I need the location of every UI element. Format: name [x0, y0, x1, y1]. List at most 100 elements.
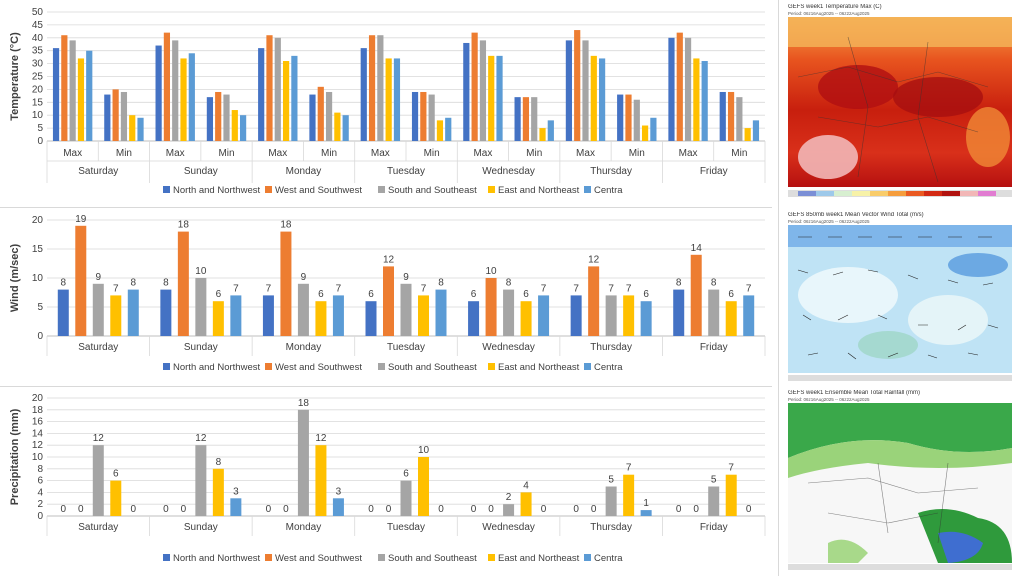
data-label: 7 [746, 283, 752, 294]
wind-map-image [788, 225, 1012, 381]
bar [57, 289, 69, 336]
data-label: 7 [421, 283, 427, 294]
data-label: 0 [746, 504, 752, 515]
x-category-label: Friday [700, 342, 728, 353]
y-tick-label: 50 [32, 7, 44, 18]
bar [325, 91, 333, 141]
x-category-label: Wednesday [482, 342, 535, 353]
data-label: 0 [488, 504, 494, 515]
data-label: 0 [386, 504, 392, 515]
bar [633, 99, 640, 141]
x-category-label: Sunday [184, 166, 218, 177]
bar [177, 231, 189, 336]
data-label: 6 [368, 289, 374, 300]
wind-map-panel: GEFS 850mb week1 Mean Vector Wind Total … [788, 212, 1012, 384]
rainfall-map-panel: GEFS week1 Ensemble Mean Total Rainfall … [788, 390, 1012, 572]
bar [436, 120, 444, 141]
data-label: 14 [691, 243, 703, 254]
bar [137, 117, 144, 141]
bar [206, 97, 213, 141]
data-label: 8 [61, 278, 67, 289]
data-label: 12 [93, 433, 105, 444]
data-label: 0 [693, 504, 699, 515]
bar [725, 474, 737, 516]
bar [538, 295, 550, 336]
legend-entry: South and Southeast [388, 553, 477, 564]
data-label: 2 [506, 492, 512, 503]
x-category-label: Monday [286, 166, 322, 177]
x-subcategory-label: Min [629, 148, 645, 159]
bar [736, 97, 743, 141]
legend-entry: South and Southeast [388, 362, 477, 373]
bar [668, 37, 675, 141]
bar [522, 97, 530, 141]
x-subcategory-label: Max [473, 148, 492, 159]
y-tick-label: 6 [37, 476, 43, 487]
bar [231, 110, 238, 141]
data-label: 3 [336, 486, 342, 497]
legend-swatch [378, 363, 385, 370]
data-label: 8 [676, 278, 682, 289]
bar [160, 289, 172, 336]
legend-swatch [378, 186, 385, 193]
bar [445, 117, 452, 141]
bar [297, 283, 309, 336]
data-label: 7 [626, 283, 632, 294]
x-category-label: Wednesday [482, 166, 535, 177]
data-label: 9 [96, 272, 102, 283]
data-label: 5 [608, 475, 614, 486]
bar [365, 301, 377, 336]
bar [342, 115, 349, 141]
bar [503, 289, 515, 336]
y-tick-label: 8 [37, 464, 43, 475]
bar [163, 32, 171, 141]
bar [623, 295, 635, 336]
bar [625, 94, 632, 141]
legend-swatch [488, 554, 495, 561]
y-axis-title: Precipitation (mm) [9, 408, 21, 505]
bar [605, 295, 617, 336]
data-label: 12 [383, 254, 395, 265]
x-category-label: Thursday [590, 522, 632, 533]
data-label: 0 [438, 504, 444, 515]
x-subcategory-label: Min [424, 148, 440, 159]
bar [110, 295, 122, 336]
bar [77, 58, 85, 141]
bar [92, 283, 104, 336]
bar [684, 37, 692, 141]
x-subcategory-label: Min [731, 148, 747, 159]
y-axis-title: Temperature (°C) [9, 32, 21, 121]
y-tick-label: 0 [37, 136, 43, 147]
bar [400, 480, 412, 516]
temperature-chart: 0 5 10 15 2025 30 35 40 45 50 Temperature (°C) Max M… [9, 7, 766, 196]
x-subcategory-label: Max [371, 148, 390, 159]
divider [0, 207, 772, 208]
bar [334, 112, 341, 141]
x-subcategory-label: Max [576, 148, 595, 159]
data-label: 4 [523, 480, 529, 491]
data-label: 10 [486, 266, 498, 277]
bar [332, 295, 344, 336]
legend-entry: West and Southwest [275, 553, 362, 564]
bar [212, 468, 224, 516]
wind-chart-panel: 0 5 10 15 20 Wind (m/sec) 8 19 9 7 8 Saturday 8 18 10 6… [0, 208, 772, 385]
bar [468, 301, 480, 336]
bar [514, 97, 521, 141]
bar [418, 457, 429, 516]
bar [86, 50, 93, 142]
y-tick-label: 4 [37, 487, 43, 498]
bar [574, 30, 581, 142]
map-period: Period: 06z16Aug2025 -- 06z22Aug2025 [788, 397, 870, 402]
bar [701, 61, 708, 141]
data-label: 10 [195, 266, 207, 277]
legend-entry: Centra [594, 362, 623, 373]
data-label: 18 [298, 398, 310, 409]
x-category-label: Saturday [78, 166, 118, 177]
data-label: 8 [438, 278, 444, 289]
data-label: 1 [643, 498, 649, 509]
bar [418, 295, 429, 336]
legend-swatch [163, 554, 170, 561]
data-label: 0 [541, 504, 547, 515]
bar [479, 40, 487, 141]
data-label: 6 [728, 289, 734, 300]
